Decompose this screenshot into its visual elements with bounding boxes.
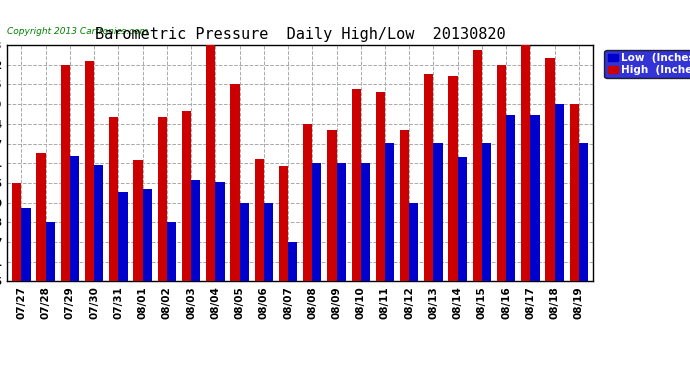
Bar <box>409 202 418 281</box>
Bar <box>109 117 119 281</box>
Bar <box>288 242 297 281</box>
Bar <box>182 111 191 281</box>
Bar <box>424 75 433 281</box>
Bar <box>70 156 79 281</box>
Bar <box>46 222 55 281</box>
Bar <box>337 164 346 281</box>
Bar <box>482 143 491 281</box>
Bar <box>327 130 337 281</box>
Bar <box>206 45 215 281</box>
Title: Barometric Pressure  Daily High/Low  20130820: Barometric Pressure Daily High/Low 20130… <box>95 27 506 42</box>
Bar <box>119 192 128 281</box>
Bar <box>376 92 385 281</box>
Bar <box>279 166 288 281</box>
Bar <box>230 84 239 281</box>
Bar <box>94 165 104 281</box>
Bar <box>457 156 467 281</box>
Bar <box>255 159 264 281</box>
Bar <box>521 45 531 281</box>
Bar <box>133 160 143 281</box>
Bar <box>448 76 457 281</box>
Bar <box>351 89 361 281</box>
Bar <box>303 124 313 281</box>
Bar <box>12 183 21 281</box>
Bar <box>545 58 555 281</box>
Bar <box>473 50 482 281</box>
Bar <box>37 153 46 281</box>
Bar <box>555 104 564 281</box>
Bar <box>433 143 443 281</box>
Bar <box>400 130 409 281</box>
Bar <box>264 202 273 281</box>
Bar <box>61 64 70 281</box>
Bar <box>21 208 30 281</box>
Bar <box>570 104 579 281</box>
Bar <box>167 222 176 281</box>
Legend: Low  (Inches/Hg), High  (Inches/Hg): Low (Inches/Hg), High (Inches/Hg) <box>604 50 690 78</box>
Bar <box>506 115 515 281</box>
Bar <box>143 189 152 281</box>
Bar <box>85 61 94 281</box>
Bar <box>531 115 540 281</box>
Bar <box>361 164 370 281</box>
Bar <box>313 164 322 281</box>
Text: Copyright 2013 Cartronics.com: Copyright 2013 Cartronics.com <box>7 27 148 36</box>
Bar <box>385 143 394 281</box>
Bar <box>579 143 588 281</box>
Bar <box>215 182 224 281</box>
Bar <box>497 64 506 281</box>
Bar <box>191 180 200 281</box>
Bar <box>157 117 167 281</box>
Bar <box>239 202 249 281</box>
